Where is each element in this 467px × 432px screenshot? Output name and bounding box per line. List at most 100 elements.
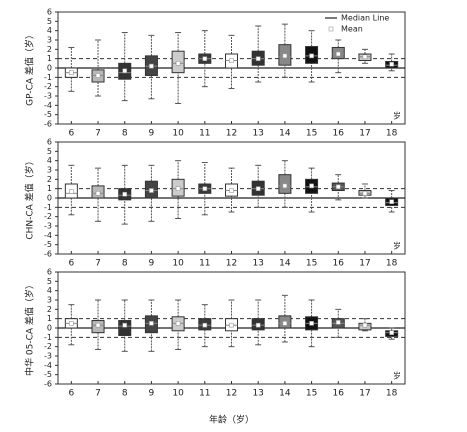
x-tick-label: 16	[333, 389, 345, 399]
y-tick-label: -4	[44, 101, 52, 110]
mean-marker	[282, 321, 288, 326]
x-tick-label: 14	[279, 389, 291, 399]
y-tick-label: 6	[47, 138, 52, 147]
y-axis-label: CHN-CA 差值（岁）	[24, 156, 36, 239]
x-tick-label: 9	[149, 389, 155, 399]
mean-marker	[255, 322, 261, 328]
x-tick-label: 17	[359, 129, 370, 139]
y-tick-label: -1	[44, 73, 52, 82]
x-tick-label: 16	[333, 129, 345, 139]
mean-marker	[362, 54, 368, 60]
mean-marker	[149, 188, 154, 193]
x-tick-label: 10	[172, 129, 184, 139]
x-tick-label: 11	[199, 259, 210, 269]
mean-marker	[255, 56, 261, 61]
y-tick-label: -1	[44, 333, 52, 342]
unit-label: 岁	[393, 111, 401, 121]
x-tick-label: 16	[333, 259, 345, 269]
mean-marker	[69, 70, 74, 75]
y-tick-label: 5	[47, 277, 52, 286]
y-tick-label: -6	[44, 250, 52, 259]
mean-marker	[122, 191, 128, 197]
x-tick-label: 9	[149, 259, 155, 269]
y-tick-label: -2	[44, 82, 52, 91]
y-tick-label: 5	[47, 17, 52, 26]
x-tick-label: 7	[95, 129, 101, 139]
mean-marker	[335, 184, 341, 190]
mean-marker	[335, 51, 341, 57]
y-tick-label: -5	[44, 370, 52, 379]
mean-marker	[95, 322, 101, 328]
y-tick-label: -2	[44, 342, 52, 351]
mean-marker	[149, 63, 154, 69]
y-tick-label: 6	[47, 8, 52, 17]
x-tick-label: 13	[252, 259, 263, 269]
unit-label: 岁	[393, 241, 401, 251]
y-tick-label: 5	[47, 147, 52, 156]
y-tick-label: -4	[44, 361, 52, 370]
legend-label: Mean	[341, 25, 363, 34]
mean-marker	[389, 199, 394, 205]
y-tick-label: 1	[47, 314, 52, 323]
y-tick-label: 3	[47, 296, 52, 305]
x-tick-label: 9	[149, 129, 155, 139]
mean-marker	[175, 61, 181, 66]
mean-marker	[202, 56, 208, 61]
unit-label: 岁	[393, 371, 401, 381]
x-tick-label: 7	[95, 259, 101, 269]
y-tick-label: -5	[44, 110, 52, 119]
x-tick-label: 15	[306, 259, 317, 269]
x-tick-label: 11	[199, 389, 210, 399]
x-tick-label: 15	[306, 129, 317, 139]
y-tick-label: -4	[44, 231, 52, 240]
y-tick-label: -3	[44, 222, 52, 231]
y-tick-label: 6	[47, 268, 52, 277]
mean-marker	[282, 183, 288, 189]
box	[118, 320, 132, 336]
x-tick-label: 12	[226, 389, 237, 399]
x-tick-label: 10	[172, 259, 184, 269]
mean-marker	[229, 322, 234, 328]
x-tick-label: 18	[386, 389, 398, 399]
x-tick-label: 6	[68, 129, 74, 139]
legend-label: Median Line	[341, 14, 389, 23]
y-axis-label: 中华 05-CA 差值（岁）	[24, 280, 36, 376]
x-axis-label: 年龄（岁）	[209, 414, 254, 426]
y-tick-label: 3	[47, 166, 52, 175]
y-tick-label: 1	[47, 184, 52, 193]
y-tick-label: 4	[47, 156, 52, 165]
x-tick-label: 17	[359, 259, 370, 269]
y-tick-label: 1	[47, 54, 52, 63]
mean-marker	[149, 321, 154, 326]
mean-marker	[202, 186, 208, 191]
x-tick-label: 14	[279, 259, 291, 269]
y-tick-label: -3	[44, 92, 52, 101]
mean-marker	[69, 321, 74, 326]
x-tick-label: 17	[359, 389, 370, 399]
y-tick-label: 0	[47, 64, 52, 73]
y-axis-label: GP-CA 差值（岁）	[24, 30, 36, 106]
y-tick-label: -6	[44, 380, 52, 389]
x-tick-label: 15	[306, 389, 317, 399]
x-tick-label: 11	[199, 129, 210, 139]
mean-marker	[255, 186, 261, 191]
mean-marker	[229, 58, 234, 63]
mean-marker	[362, 322, 368, 328]
y-tick-label: -2	[44, 212, 52, 221]
mean-marker	[335, 320, 341, 325]
y-tick-label: 4	[47, 286, 52, 295]
x-tick-label: 18	[386, 129, 398, 139]
x-tick-label: 6	[68, 389, 74, 399]
mean-marker	[122, 322, 128, 328]
x-tick-label: 12	[226, 259, 237, 269]
x-tick-label: 12	[226, 129, 237, 139]
mean-marker	[69, 189, 74, 194]
y-tick-label: 2	[47, 305, 52, 314]
y-tick-label: 2	[47, 45, 52, 54]
x-tick-label: 6	[68, 259, 74, 269]
x-tick-label: 14	[279, 129, 291, 139]
y-tick-label: 2	[47, 175, 52, 184]
mean-marker	[309, 183, 314, 189]
mean-marker	[389, 61, 394, 67]
